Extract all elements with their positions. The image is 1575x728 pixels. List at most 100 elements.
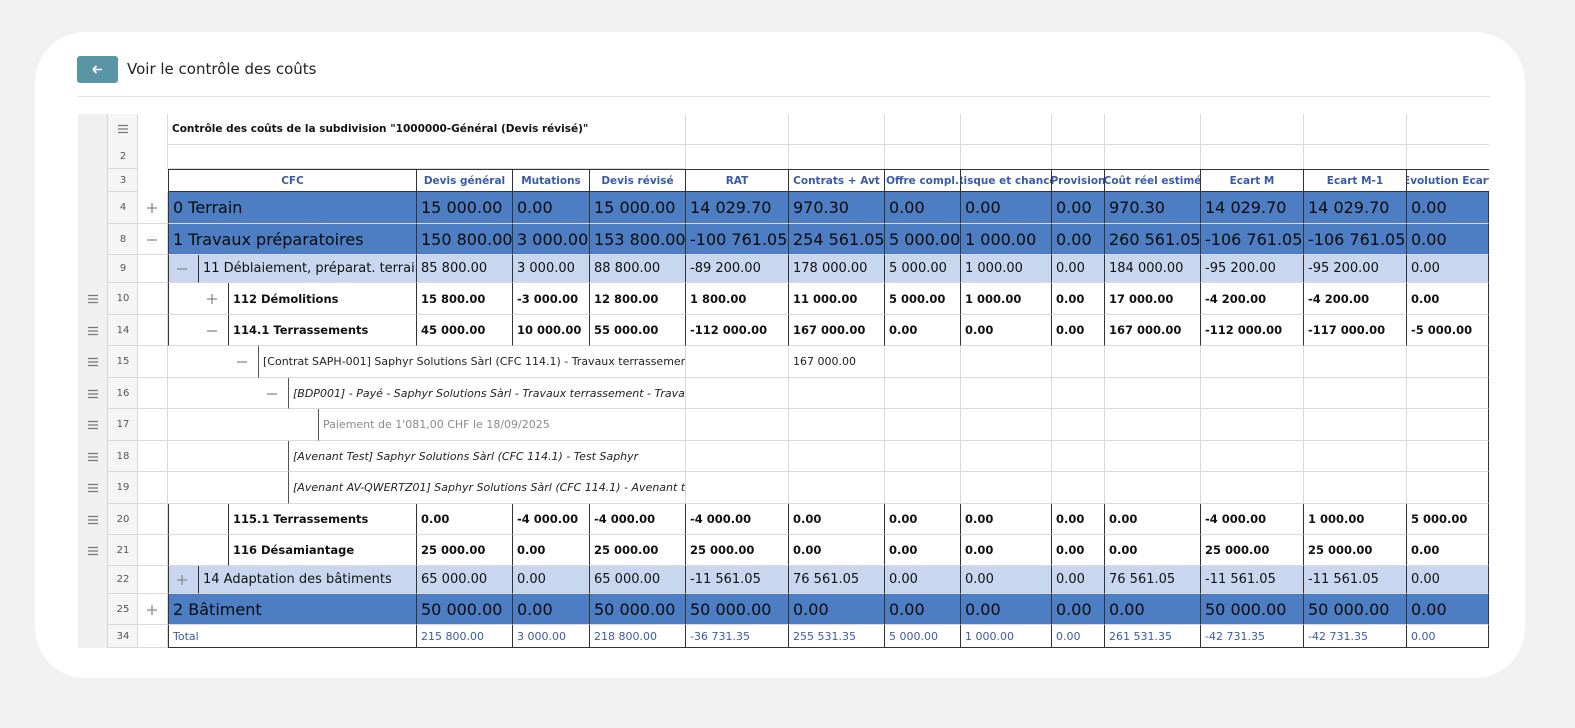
value-cell: 10 000.00 xyxy=(512,315,589,346)
empty-cell xyxy=(788,114,884,145)
value-cell: 260 561.05 xyxy=(1104,224,1200,255)
empty-cell xyxy=(1051,409,1104,441)
value-cell: -89 200.00 xyxy=(685,255,788,283)
value-cell: -3 000.00 xyxy=(512,283,589,315)
empty-cell xyxy=(1051,472,1104,504)
empty-cell xyxy=(1200,346,1303,378)
empty-cell xyxy=(884,114,960,145)
row-line xyxy=(138,192,168,224)
expand-toggle[interactable] xyxy=(265,387,279,401)
value-cell: 167 000.00 xyxy=(1104,315,1200,346)
value-cell: 14 029.70 xyxy=(1303,192,1406,224)
cfc-label: 2 Bâtiment xyxy=(168,594,416,625)
value-cell: 0.00 xyxy=(1051,504,1104,535)
expand-toggle[interactable] xyxy=(145,233,159,247)
back-button[interactable] xyxy=(77,56,118,83)
value-cell: 0.00 xyxy=(416,504,512,535)
value-cell: 50 000.00 xyxy=(589,594,685,625)
detail-label: [BDP001] - Payé - Saphyr Solutions Sàrl … xyxy=(288,378,685,409)
expand-toggle[interactable] xyxy=(145,603,159,617)
value-cell: 0.00 xyxy=(960,315,1051,346)
value-cell: 184 000.00 xyxy=(1104,255,1200,283)
empty-cell xyxy=(1200,145,1303,169)
value-cell: 1 000.00 xyxy=(1303,504,1406,535)
value-cell: 167 000.00 xyxy=(788,315,884,346)
row-handle[interactable] xyxy=(86,513,100,527)
value-cell: 0.00 xyxy=(1051,192,1104,224)
tree-indent xyxy=(168,346,258,378)
column-header: Mutations xyxy=(512,169,589,192)
column-header: Risque et chance xyxy=(960,169,1051,192)
row-line xyxy=(138,504,168,535)
value-cell: -5 000.00 xyxy=(1406,315,1489,346)
row-handle[interactable] xyxy=(86,418,100,432)
cfc-label: 115.1 Terrassements xyxy=(228,504,416,535)
row-handle[interactable] xyxy=(86,355,100,369)
value-cell: 50 000.00 xyxy=(1303,594,1406,625)
value-cell: 25 000.00 xyxy=(589,535,685,566)
expand-toggle[interactable] xyxy=(205,292,219,306)
value-cell: 25 000.00 xyxy=(416,535,512,566)
expand-toggle[interactable] xyxy=(175,262,189,276)
cfc-label: 116 Désamiantage xyxy=(228,535,416,566)
empty-cell xyxy=(1200,378,1303,409)
value-cell: 0.00 xyxy=(1104,504,1200,535)
value-cell: 0.00 xyxy=(1051,594,1104,625)
value-cell: -11 561.05 xyxy=(1303,566,1406,594)
value-cell: -112 000.00 xyxy=(1200,315,1303,346)
value-cell: 167 000.00 xyxy=(788,346,884,378)
empty-cell xyxy=(788,409,884,441)
value-cell: 0.00 xyxy=(884,315,960,346)
value-cell: 14 029.70 xyxy=(1200,192,1303,224)
empty-cell xyxy=(685,472,788,504)
expand-toggle[interactable] xyxy=(205,324,219,338)
row-line xyxy=(138,594,168,625)
row-line xyxy=(138,378,168,409)
value-cell: -95 200.00 xyxy=(1200,255,1303,283)
expand-toggle[interactable] xyxy=(145,201,159,215)
value-cell: 5 000.00 xyxy=(884,625,960,648)
row-handle[interactable] xyxy=(86,481,100,495)
value-cell: 215 800.00 xyxy=(416,625,512,648)
value-cell: 0.00 xyxy=(884,535,960,566)
empty-cell xyxy=(1051,145,1104,169)
row-handle[interactable] xyxy=(86,544,100,558)
value-cell: 0.00 xyxy=(1104,535,1200,566)
expand-toggle[interactable] xyxy=(235,355,249,369)
value-cell: -106 761.05 xyxy=(1200,224,1303,255)
row-handle[interactable] xyxy=(116,122,130,136)
value-cell: -95 200.00 xyxy=(1303,255,1406,283)
value-cell: -4 200.00 xyxy=(1303,283,1406,315)
gutter xyxy=(78,114,108,648)
row-handle[interactable] xyxy=(86,292,100,306)
expand-toggle[interactable] xyxy=(175,573,189,587)
row-line xyxy=(138,224,168,255)
empty-cell xyxy=(960,472,1051,504)
row-handle[interactable] xyxy=(86,387,100,401)
row-handle[interactable] xyxy=(86,450,100,464)
value-cell: 0.00 xyxy=(1406,224,1489,255)
empty-cell xyxy=(685,409,788,441)
empty-cell xyxy=(1200,472,1303,504)
value-cell: 0.00 xyxy=(1406,594,1489,625)
empty-cell xyxy=(1303,378,1406,409)
value-cell: 50 000.00 xyxy=(685,594,788,625)
value-cell: 0.00 xyxy=(960,535,1051,566)
value-cell: 0.00 xyxy=(788,594,884,625)
value-cell: 0.00 xyxy=(1104,594,1200,625)
row-number: 17 xyxy=(108,409,138,441)
value-cell: 0.00 xyxy=(1051,625,1104,648)
row-handle[interactable] xyxy=(86,324,100,338)
empty-cell xyxy=(1051,378,1104,409)
empty-cell xyxy=(1406,441,1489,472)
row-line xyxy=(138,346,168,378)
empty-cell xyxy=(1104,145,1200,169)
empty-cell xyxy=(1200,114,1303,145)
value-cell: -11 561.05 xyxy=(685,566,788,594)
value-cell: 0.00 xyxy=(1051,535,1104,566)
tree-indent xyxy=(168,535,228,566)
row-line xyxy=(168,145,685,169)
value-cell: 3 000.00 xyxy=(512,224,589,255)
value-cell: 0.00 xyxy=(884,504,960,535)
